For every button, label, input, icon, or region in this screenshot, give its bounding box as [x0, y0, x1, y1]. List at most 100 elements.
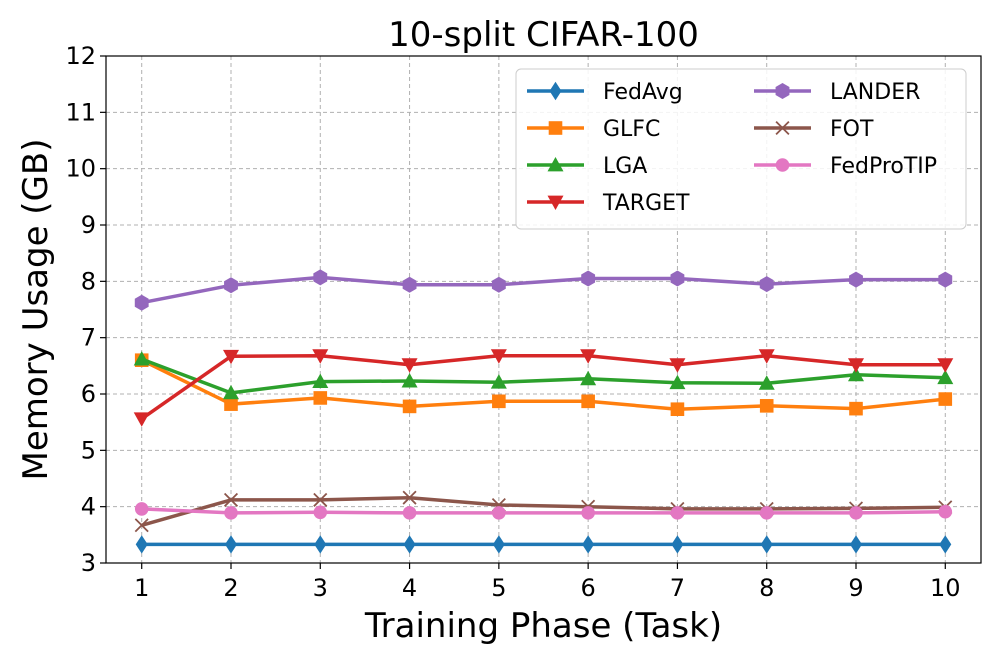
- series-line-fot: [141, 495, 946, 527]
- data-point-fedprotip: [759, 506, 774, 520]
- data-point-glfc: [492, 394, 506, 409]
- data-point-fedavg: [314, 535, 327, 554]
- legend-item-glfc: GLFC: [527, 117, 660, 142]
- data-point-target: [758, 349, 775, 364]
- data-point-lga: [848, 366, 864, 382]
- y-tick-label: 12: [65, 42, 96, 70]
- data-point-lander: [581, 270, 596, 287]
- legend-label-lga: LGA: [603, 154, 647, 179]
- data-point-glfc: [759, 399, 774, 413]
- legend-marker-target: [547, 195, 564, 210]
- data-point-lander: [402, 276, 417, 293]
- legend-label-fot: FOT: [830, 117, 874, 142]
- data-point-fot: [134, 518, 149, 533]
- legend-item-fot: FOT: [754, 117, 874, 142]
- y-tick-label: 4: [81, 493, 96, 521]
- y-tick-label: 10: [65, 155, 96, 183]
- data-point-target: [848, 358, 864, 373]
- data-point-fedprotip: [938, 504, 953, 519]
- legend-label-fedprotip: FedProTIP: [830, 154, 937, 179]
- legend-marker-fedavg: [549, 81, 562, 101]
- data-point-fot: [313, 492, 328, 507]
- series-lga: [133, 351, 954, 400]
- data-point-target: [669, 358, 686, 373]
- x-tick-label: 1: [134, 574, 149, 602]
- legend-marker-glfc: [548, 121, 563, 135]
- x-tick-label: 3: [313, 574, 328, 602]
- data-point-lander: [134, 294, 149, 311]
- legend-marker-fot: [775, 120, 790, 136]
- data-point-glfc: [402, 399, 417, 414]
- data-point-fedprotip: [224, 506, 238, 520]
- y-tick-label: 9: [81, 211, 96, 239]
- y-axis-label: Memory Usage (GB): [16, 138, 56, 480]
- data-point-target: [937, 358, 954, 373]
- data-point-target: [490, 349, 507, 364]
- data-point-fedavg: [760, 535, 773, 554]
- legend-marker-fedprotip: [775, 158, 790, 172]
- legend-marker-lander: [775, 83, 790, 99]
- data-point-lga: [937, 369, 954, 385]
- series-layer: [133, 269, 954, 554]
- data-point-lga: [669, 374, 686, 390]
- data-point-fedavg: [492, 535, 505, 554]
- data-point-lga: [580, 370, 597, 386]
- data-point-lander: [491, 276, 506, 293]
- data-point-lga: [490, 374, 507, 389]
- x-tick-label: 10: [930, 574, 961, 602]
- x-tick-label: 5: [491, 574, 506, 602]
- x-tick-label: 9: [848, 574, 863, 602]
- data-point-fedavg: [582, 535, 595, 554]
- legend: FedAvg GLFC LGA TARGET LANDER FOT FedProTIP: [515, 68, 967, 230]
- legend-label-glfc: GLFC: [603, 117, 660, 142]
- series-glfc: [134, 353, 953, 417]
- data-point-glfc: [938, 392, 953, 406]
- legend-marker-lga: [547, 157, 564, 172]
- legend-box: [515, 68, 967, 230]
- legend-label-lander: LANDER: [830, 80, 920, 105]
- data-point-target: [312, 349, 329, 364]
- data-point-fedavg: [671, 535, 684, 554]
- x-tick-label: 2: [223, 574, 238, 602]
- data-point-fedavg: [135, 535, 148, 554]
- data-point-fedavg: [225, 535, 237, 554]
- legend-item-fedprotip: FedProTIP: [754, 154, 937, 179]
- y-tick-label: 7: [81, 324, 96, 352]
- y-tick-label: 6: [81, 380, 96, 408]
- y-tick-label: 8: [81, 267, 96, 295]
- data-point-fedprotip: [134, 502, 149, 516]
- data-point-lander: [224, 277, 238, 294]
- data-point-lga: [758, 375, 775, 390]
- data-point-lga: [312, 373, 329, 389]
- legend-item-fedavg: FedAvg: [527, 80, 683, 105]
- data-point-lander: [849, 271, 863, 288]
- x-tick-label: 7: [670, 574, 685, 602]
- plot-frame: [105, 55, 982, 564]
- series-lander: [134, 269, 953, 311]
- data-point-lga: [401, 373, 418, 388]
- data-point-glfc: [581, 394, 595, 409]
- data-point-glfc: [670, 402, 685, 417]
- data-point-fedprotip: [492, 506, 506, 520]
- series-line-lga: [141, 357, 946, 395]
- data-point-fedprotip: [313, 505, 328, 520]
- data-point-target: [401, 358, 418, 373]
- x-axis-label: Training Phase (Task): [364, 606, 722, 646]
- legend-item-lga: LGA: [527, 154, 647, 179]
- data-point-lander: [313, 269, 328, 286]
- x-tick-label: 4: [402, 574, 417, 602]
- y-tick-label: 3: [81, 549, 96, 577]
- data-point-lander: [938, 271, 953, 288]
- data-point-fot: [223, 492, 239, 507]
- legend-item-target: TARGET: [527, 191, 690, 216]
- data-point-fedavg: [403, 535, 416, 554]
- legend-label-target: TARGET: [602, 191, 690, 216]
- data-point-glfc: [313, 391, 328, 405]
- series-line-fedprotip: [141, 507, 946, 515]
- series-line-glfc: [140, 358, 946, 411]
- x-tick-label: 8: [759, 574, 774, 602]
- data-point-fedprotip: [849, 506, 863, 520]
- data-point-target: [133, 412, 150, 427]
